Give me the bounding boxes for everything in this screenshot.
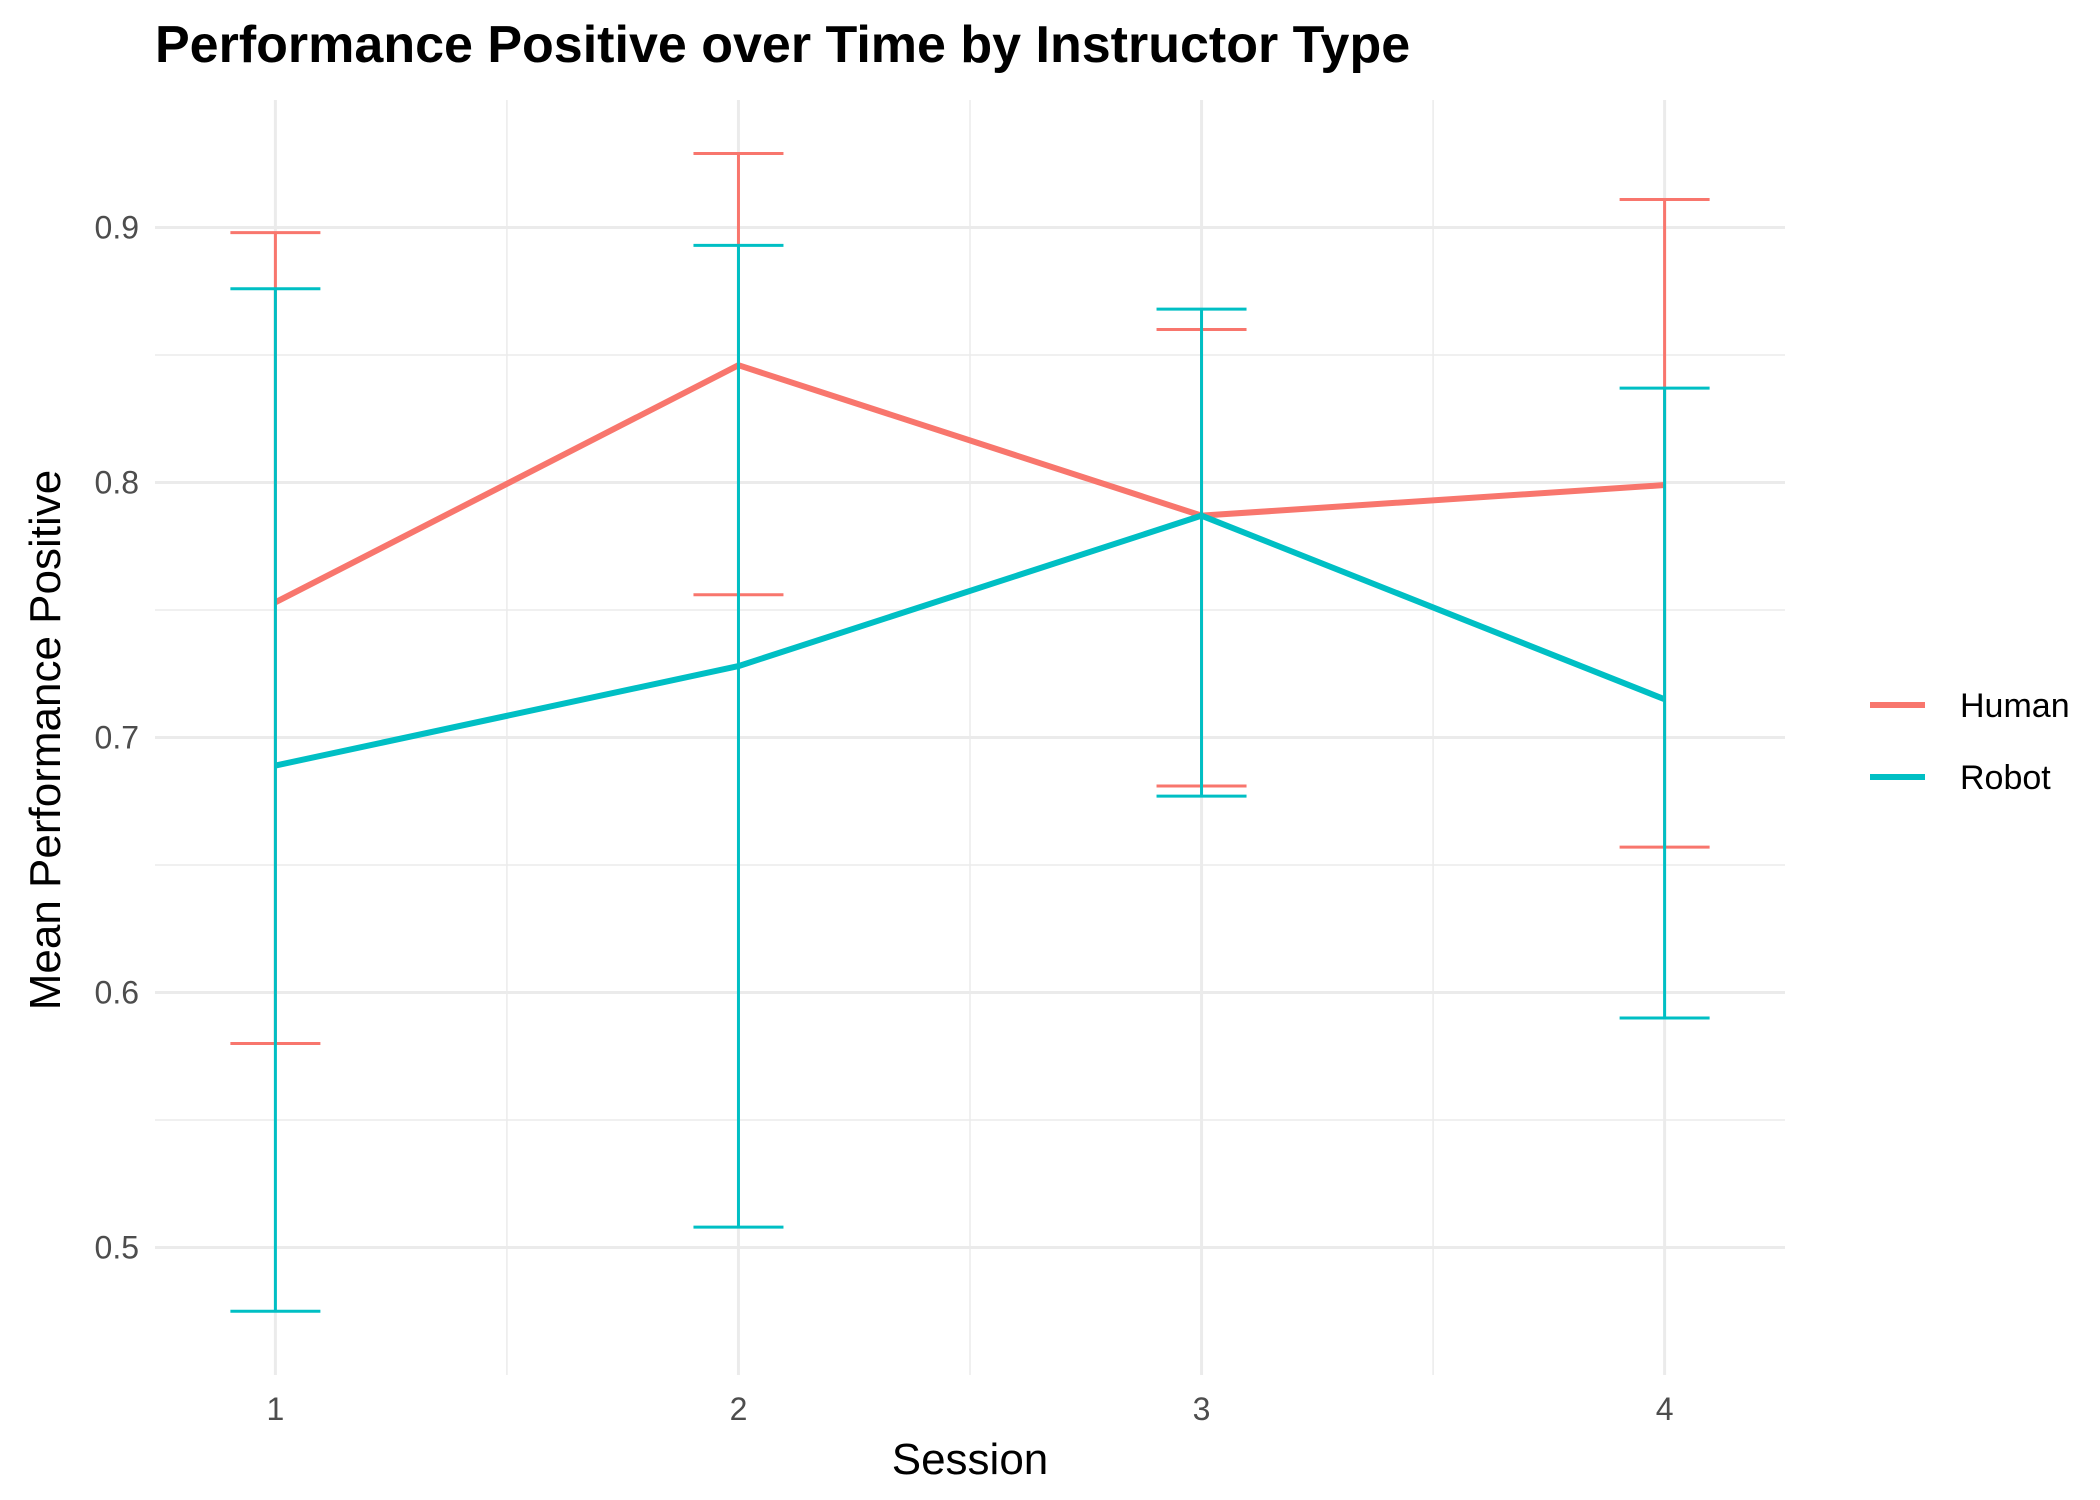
series-line-human — [274, 362, 1665, 606]
x-tick-label: 4 — [1656, 1391, 1674, 1427]
error-bar-robot — [1619, 386, 1710, 1020]
y-tick-label: 0.6 — [95, 975, 139, 1011]
y-tick-label: 0.8 — [95, 465, 139, 501]
y-tick-label: 0.5 — [95, 1230, 139, 1266]
legend-item-robot: Robot — [1870, 759, 2051, 797]
x-tick-label: 3 — [1193, 1391, 1211, 1427]
error-bars — [230, 152, 1710, 1313]
y-axis-ticks: 0.5 0.6 0.7 0.8 0.9 — [95, 210, 139, 1266]
legend-item-human: Human — [1870, 687, 2070, 725]
legend: Human Robot — [1870, 687, 2070, 797]
y-tick-label: 0.7 — [95, 720, 139, 756]
legend-label: Robot — [1960, 759, 2051, 797]
x-tick-label: 1 — [266, 1391, 284, 1427]
series-line-robot — [274, 512, 1666, 769]
error-bar-robot — [693, 243, 784, 1229]
x-axis-ticks: 1 2 3 4 — [266, 1391, 1673, 1427]
x-axis-title: Session — [892, 1435, 1049, 1484]
y-tick-label: 0.9 — [95, 210, 139, 246]
legend-label: Human — [1960, 687, 2070, 725]
error-bar-robot — [230, 287, 321, 1313]
x-tick-label: 2 — [730, 1391, 748, 1427]
y-axis-title: Mean Performance Positive — [21, 470, 70, 1010]
error-bar-robot — [1156, 307, 1247, 798]
chart-title: Performance Positive over Time by Instru… — [155, 16, 1410, 74]
series-lines — [274, 362, 1666, 769]
